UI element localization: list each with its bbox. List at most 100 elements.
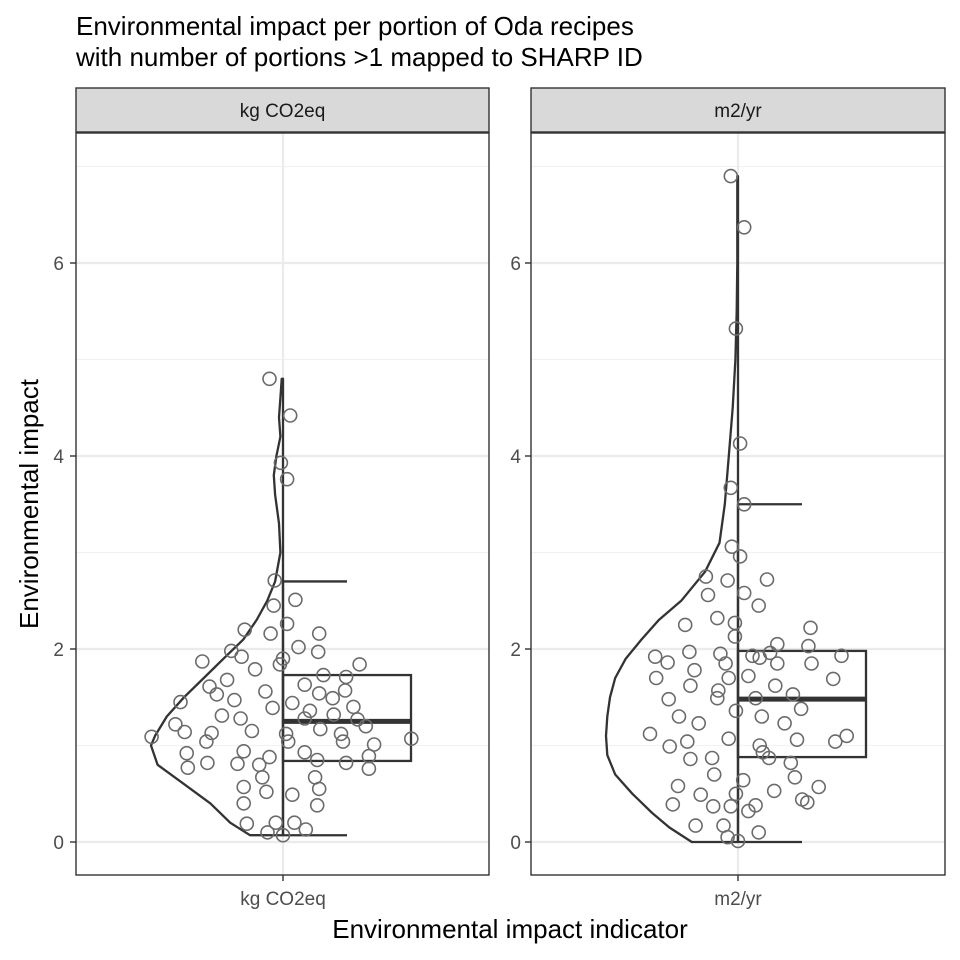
data-point — [735, 772, 751, 788]
data-point — [723, 798, 739, 814]
data-point — [789, 732, 805, 748]
data-point — [727, 629, 743, 644]
data-point — [195, 654, 210, 669]
data-point — [227, 692, 242, 708]
data-point — [258, 684, 273, 699]
data-point — [236, 779, 251, 795]
data-point — [704, 750, 720, 766]
data-point — [732, 549, 748, 564]
data-point — [179, 745, 194, 761]
data-point — [811, 779, 827, 795]
data-point — [352, 657, 367, 672]
facet-strip-label: kg CO2eq — [240, 101, 326, 122]
data-point — [338, 755, 354, 771]
data-point — [783, 755, 799, 771]
y-tick-label: 6 — [53, 254, 64, 275]
data-point — [284, 695, 300, 711]
data-point — [728, 321, 744, 336]
data-point — [234, 649, 249, 665]
data-point — [728, 703, 744, 719]
violin-density — [604, 174, 740, 844]
data-point — [202, 679, 217, 694]
data-point — [787, 769, 803, 785]
data-point — [839, 728, 855, 744]
data-point — [754, 709, 770, 724]
data-point — [745, 648, 760, 664]
data-point — [777, 715, 792, 731]
data-point — [705, 798, 721, 814]
data-point — [316, 667, 331, 683]
data-point — [785, 687, 801, 702]
data-point — [144, 729, 159, 745]
data-point — [266, 598, 282, 613]
data-point — [279, 616, 295, 632]
data-point — [827, 734, 843, 749]
data-point — [265, 700, 280, 716]
y-tick-label: 2 — [510, 640, 521, 661]
data-point — [670, 778, 686, 794]
data-point — [769, 636, 785, 652]
data-point — [688, 818, 703, 833]
panel-m2-yr: m2/yr m2/yr 0 2 4 6 — [510, 87, 946, 910]
data-point — [693, 787, 709, 803]
panel-kg-co2eq: kg CO2eq kg CO2eq — [75, 87, 490, 910]
y-axis-label: Environmental impact — [14, 378, 44, 629]
data-point — [168, 716, 183, 732]
data-point — [297, 711, 313, 726]
data-point — [247, 661, 263, 677]
data-point — [335, 734, 351, 749]
data-point — [834, 648, 849, 664]
data-point — [244, 723, 260, 739]
data-point — [752, 650, 768, 666]
data-point — [180, 760, 196, 776]
data-point — [267, 573, 283, 588]
data-point — [311, 626, 327, 641]
data-point — [751, 825, 767, 840]
data-point — [761, 750, 777, 766]
data-point — [325, 690, 341, 706]
data-point — [728, 786, 744, 802]
data-point — [736, 585, 752, 601]
data-point — [720, 829, 735, 845]
facet-strip — [530, 87, 946, 133]
data-point — [230, 756, 245, 772]
data-point — [642, 726, 658, 742]
data-point — [259, 784, 274, 800]
data-point — [309, 752, 325, 768]
data-point — [200, 755, 215, 771]
data-point — [759, 572, 775, 587]
data-point — [302, 703, 318, 719]
data-point — [803, 620, 818, 636]
data-point — [825, 671, 841, 687]
data-point — [732, 436, 748, 451]
data-point — [723, 168, 739, 184]
data-point — [769, 656, 785, 671]
data-point — [219, 672, 235, 688]
data-point — [291, 639, 306, 655]
data-point — [671, 709, 687, 724]
y-tick-label: 2 — [53, 640, 64, 661]
data-point — [312, 721, 328, 737]
data-point — [804, 656, 819, 671]
data-point — [721, 731, 737, 747]
data-point — [660, 655, 675, 670]
data-point — [687, 662, 702, 678]
data-point — [752, 738, 768, 753]
data-point — [720, 573, 735, 588]
y-axis-ticks: 0 2 4 6 — [53, 254, 76, 854]
data-point — [721, 670, 737, 686]
data-point — [272, 657, 288, 672]
data-point — [706, 767, 722, 782]
data-point — [311, 686, 327, 701]
data-point — [648, 670, 664, 686]
data-point — [260, 825, 275, 840]
y-tick-label: 6 — [510, 254, 521, 275]
data-point — [177, 724, 192, 740]
data-point — [683, 678, 698, 694]
data-point — [310, 644, 326, 660]
data-point — [236, 796, 251, 811]
data-point — [268, 815, 284, 831]
y-tick-label: 4 — [53, 447, 64, 468]
data-point — [337, 683, 353, 698]
data-point — [311, 781, 327, 797]
